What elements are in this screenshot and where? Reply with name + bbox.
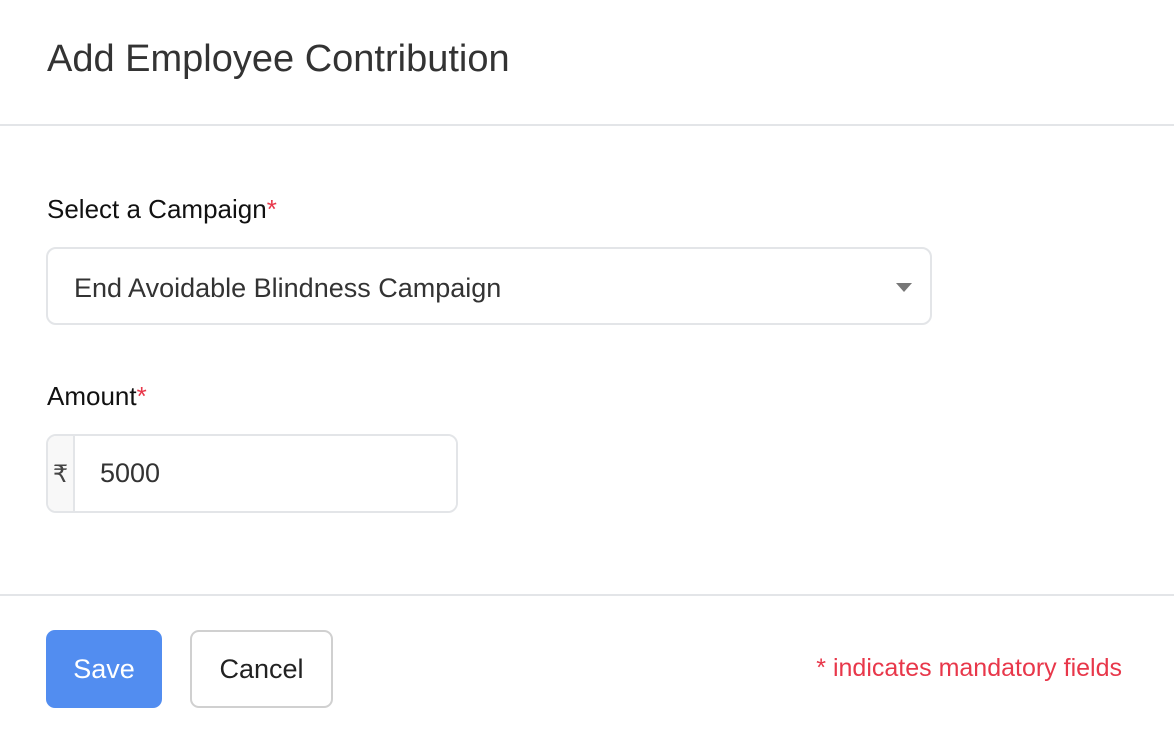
mandatory-fields-note: * indicates mandatory fields	[816, 654, 1122, 682]
amount-input[interactable]	[75, 436, 456, 511]
save-button[interactable]: Save	[46, 630, 162, 708]
campaign-label: Select a Campaign*	[47, 194, 277, 225]
campaign-select[interactable]: End Avoidable Blindness Campaign	[46, 247, 932, 325]
dialog-header: Add Employee Contribution	[0, 0, 1174, 126]
chevron-down-icon	[896, 283, 912, 292]
cancel-button[interactable]: Cancel	[190, 630, 333, 708]
footer-divider	[0, 594, 1174, 596]
campaign-select-value: End Avoidable Blindness Campaign	[74, 273, 502, 303]
rupee-icon: ₹	[48, 436, 75, 511]
amount-label-text: Amount	[47, 381, 137, 411]
dialog-title: Add Employee Contribution	[47, 38, 510, 80]
campaign-label-text: Select a Campaign	[47, 194, 267, 224]
required-mark: *	[136, 381, 147, 411]
amount-label: Amount*	[47, 381, 147, 412]
required-mark: *	[266, 194, 277, 224]
amount-field-group: ₹	[46, 434, 458, 513]
